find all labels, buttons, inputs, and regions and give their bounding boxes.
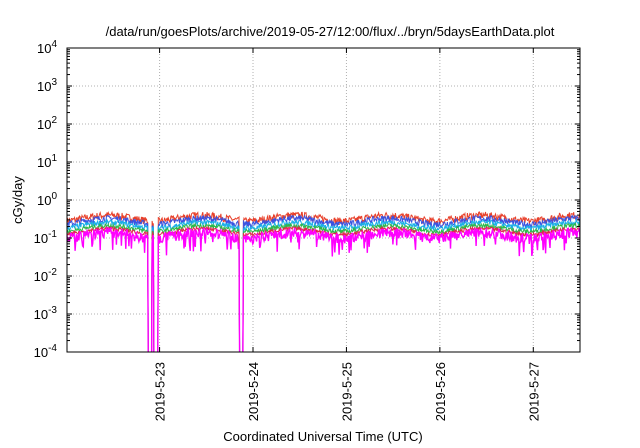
grid-lines — [67, 48, 580, 352]
y-tick-label: 101 — [37, 153, 57, 170]
chart-title: /data/run/goesPlots/archive/2019-05-27/1… — [106, 24, 555, 39]
x-tick-label: 2019-5-26 — [433, 362, 448, 421]
y-tick-label: 104 — [37, 39, 57, 56]
series-line-2 — [67, 217, 580, 352]
x-tick-label: 2019-5-23 — [153, 362, 168, 421]
x-axis: 2019-5-23 2019-5-24 2019-5-25 2019-5-26 2019… — [153, 48, 541, 421]
x-tick-label: 2019-5-24 — [246, 362, 261, 421]
data-series — [67, 210, 580, 352]
y-tick-label: 100 — [37, 191, 57, 208]
y-axis: 104 103 102 101 100 10-1 10-2 10-3 10-4 — [34, 39, 580, 360]
plot-frame — [66, 47, 581, 353]
y-tick-label: 103 — [37, 77, 57, 94]
y-axis-label: cGy/day — [10, 176, 25, 224]
series-line-3 — [67, 222, 580, 352]
y-tick-label: 10-2 — [34, 267, 58, 284]
x-axis-label: Coordinated Universal Time (UTC) — [223, 429, 422, 444]
series-line-5 — [67, 226, 580, 352]
x-tick-label: 2019-5-25 — [339, 362, 354, 421]
y-tick-label: 10-4 — [34, 343, 58, 360]
x-tick-label: 2019-5-27 — [526, 362, 541, 421]
y-tick-label: 102 — [37, 115, 57, 132]
y-tick-label: 10-3 — [34, 305, 58, 322]
series-line-1 — [67, 214, 580, 352]
y-tick-label: 10-1 — [34, 229, 58, 246]
